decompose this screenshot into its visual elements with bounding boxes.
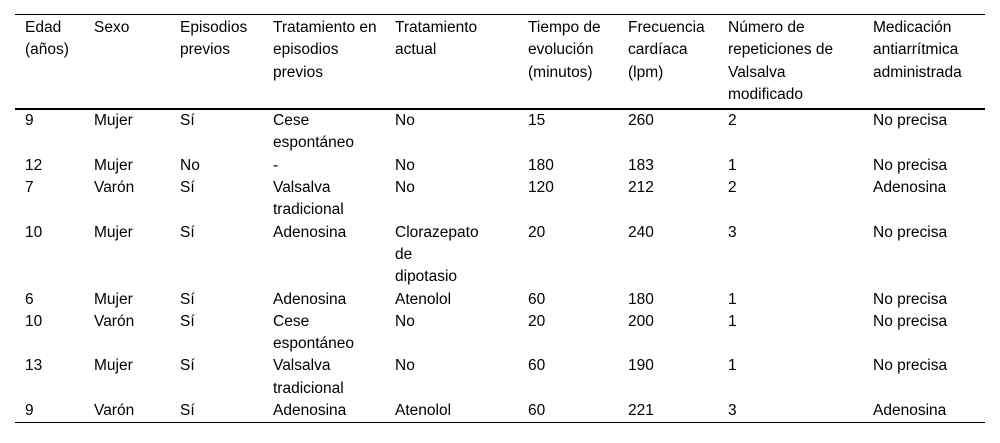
cell-tratamiento-actual: Atenolol xyxy=(395,290,452,308)
cell-edad: 7 xyxy=(25,179,34,197)
cell-frecuencia-cardiaca: 200 xyxy=(628,312,654,330)
table-body: 9 Mujer Sí Cese espontáneo No 15 260 2 N… xyxy=(15,109,985,423)
cell-sexo: Mujer xyxy=(94,290,133,308)
cell-edad: 13 xyxy=(25,357,43,375)
column-header-tratamiento-actual: Tratamiento actual xyxy=(385,14,518,111)
cell-frecuencia-cardiaca: 221 xyxy=(628,402,654,420)
cell-medicacion: No precisa xyxy=(873,357,948,375)
cell-sexo: Mujer xyxy=(94,156,133,174)
cell-tratamiento-previo: Adenosina xyxy=(273,290,347,308)
cell-medicacion: No precisa xyxy=(873,156,948,174)
cell-episodios-previos: Sí xyxy=(180,357,195,375)
cell-sexo: Mujer xyxy=(94,223,133,241)
cell-tratamiento-previo: Valsalva tradicional xyxy=(273,179,344,219)
cell-episodios-previos: Sí xyxy=(180,179,195,197)
cell-tratamiento-actual: No xyxy=(395,357,415,375)
cell-tiempo-evolucion: 60 xyxy=(528,290,546,308)
cell-episodios-previos: Sí xyxy=(180,312,195,330)
cell-edad: 12 xyxy=(25,156,43,174)
cell-frecuencia-cardiaca: 180 xyxy=(628,290,654,308)
cell-tratamiento-previo: Cese espontáneo xyxy=(273,112,355,152)
cell-tratamiento-previo: Cese espontáneo xyxy=(273,312,355,353)
cell-frecuencia-cardiaca: 212 xyxy=(628,179,654,197)
cell-episodios-previos: Sí xyxy=(180,402,195,420)
cell-repeticiones-valsalva: 3 xyxy=(728,223,737,241)
cell-episodios-previos: Sí xyxy=(180,112,195,130)
cell-medicacion: Adenosina xyxy=(873,179,947,197)
cell-repeticiones-valsalva: 1 xyxy=(728,357,737,375)
cell-repeticiones-valsalva: 1 xyxy=(728,156,737,174)
cell-tratamiento-actual: No xyxy=(395,179,415,197)
cell-sexo: Mujer xyxy=(94,112,133,130)
cell-edad: 10 xyxy=(25,312,43,330)
cell-edad: 6 xyxy=(25,290,34,308)
cell-tratamiento-actual: No xyxy=(395,312,415,330)
table-row: 13 Mujer Sí Valsalva tradicional No 60 1… xyxy=(15,355,985,400)
cell-sexo: Mujer xyxy=(94,357,133,375)
cell-frecuencia-cardiaca: 260 xyxy=(628,112,654,130)
cell-tratamiento-previo: Adenosina xyxy=(273,223,347,241)
cell-tiempo-evolucion: 20 xyxy=(528,223,546,241)
table-header: Edad (años) Sexo Episodios previos Trata… xyxy=(15,14,985,111)
cell-episodios-previos: Sí xyxy=(180,223,195,241)
cell-episodios-previos: Sí xyxy=(180,290,195,308)
header-row: Edad (años) Sexo Episodios previos Trata… xyxy=(15,14,985,111)
cell-tratamiento-actual: Clorazepato de dipotasio xyxy=(395,223,479,286)
cell-medicacion: No precisa xyxy=(873,312,948,330)
cell-repeticiones-valsalva: 2 xyxy=(728,179,737,197)
cell-edad: 9 xyxy=(25,402,34,420)
cell-medicacion: Adenosina xyxy=(873,402,947,420)
table-row: 7 Varón Sí Valsalva tradicional No 120 2… xyxy=(15,177,985,222)
column-header-sexo: Sexo xyxy=(84,14,170,111)
cell-repeticiones-valsalva: 1 xyxy=(728,290,737,308)
cell-tratamiento-actual: Atenolol xyxy=(395,402,452,420)
cell-tiempo-evolucion: 60 xyxy=(528,402,546,420)
cell-tiempo-evolucion: 15 xyxy=(528,112,546,130)
cell-tratamiento-previo: Adenosina xyxy=(273,402,347,420)
column-header-medicacion-antiarritmica: Medicación antiarrítmica administrada xyxy=(863,14,985,111)
cell-tratamiento-actual: No xyxy=(395,156,415,174)
cell-frecuencia-cardiaca: 183 xyxy=(628,156,654,174)
cell-tiempo-evolucion: 120 xyxy=(528,179,554,197)
cell-tratamiento-actual: No xyxy=(395,112,415,130)
column-header-tratamiento-episodios-previos: Tratamiento en episodios previos xyxy=(263,14,385,111)
table-row: 6 Mujer Sí Adenosina Atenolol 60 180 1 N… xyxy=(15,289,985,311)
cell-tiempo-evolucion: 20 xyxy=(528,312,546,330)
column-header-episodios-previos: Episodios previos xyxy=(170,14,263,111)
cell-tratamiento-previo: - xyxy=(273,156,279,174)
cell-repeticiones-valsalva: 3 xyxy=(728,402,737,420)
cell-tratamiento-previo: Valsalva tradicional xyxy=(273,357,344,397)
cell-tiempo-evolucion: 60 xyxy=(528,357,546,375)
cell-frecuencia-cardiaca: 190 xyxy=(628,357,654,375)
table-row: 9 Varón Sí Adenosina Atenolol 60 221 3 A… xyxy=(15,400,985,423)
column-header-repeticiones-valsalva: Número de repeticiones de Valsalva modif… xyxy=(718,14,863,111)
cell-sexo: Varón xyxy=(94,179,135,197)
column-header-tiempo-evolucion: Tiempo de evolución (minutos) xyxy=(518,14,618,111)
cell-sexo: Varón xyxy=(94,402,135,420)
table-row: 10 Mujer Sí Adenosina Clorazepato de dip… xyxy=(15,222,985,289)
cell-episodios-previos: No xyxy=(180,156,200,174)
table-row: 12 Mujer No - No 180 183 1 No precisa xyxy=(15,155,985,177)
cell-medicacion: No precisa xyxy=(873,112,948,130)
patients-table: Edad (años) Sexo Episodios previos Trata… xyxy=(15,14,985,424)
table-row: 9 Mujer Sí Cese espontáneo No 15 260 2 N… xyxy=(15,109,985,155)
table-row: 10 Varón Sí Cese espontáneo No 20 200 1 … xyxy=(15,311,985,356)
cell-medicacion: No precisa xyxy=(873,290,948,308)
cell-tiempo-evolucion: 180 xyxy=(528,156,554,174)
cell-medicacion: No precisa xyxy=(873,223,948,241)
cell-repeticiones-valsalva: 2 xyxy=(728,112,737,130)
cell-edad: 10 xyxy=(25,223,43,241)
cell-sexo: Varón xyxy=(94,312,135,330)
cell-frecuencia-cardiaca: 240 xyxy=(628,223,654,241)
cell-edad: 9 xyxy=(25,112,34,130)
column-header-edad: Edad (años) xyxy=(15,14,84,111)
column-header-frecuencia-cardiaca: Frecuencia cardíaca (lpm) xyxy=(618,14,718,111)
cell-repeticiones-valsalva: 1 xyxy=(728,312,737,330)
